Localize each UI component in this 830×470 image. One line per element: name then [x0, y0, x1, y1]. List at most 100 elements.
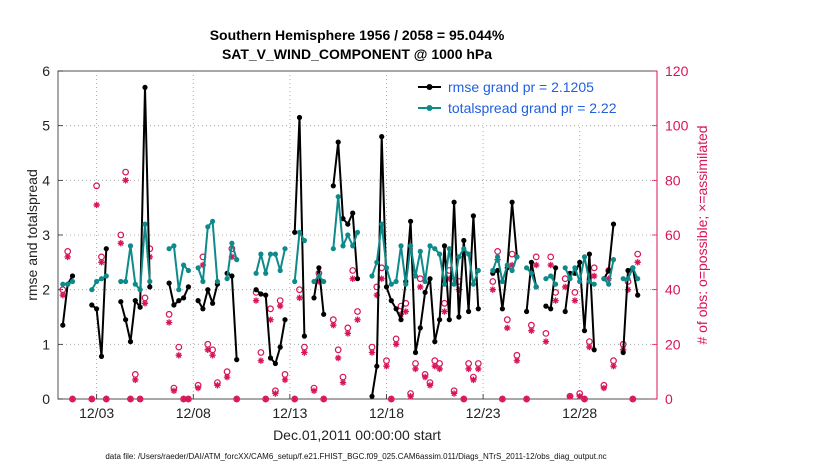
totalspread-point — [635, 276, 641, 282]
obs-assimilated-point — [392, 341, 400, 348]
obs-possible-point — [532, 253, 540, 261]
obs-assimilated-point — [470, 376, 477, 384]
totalspread-point — [103, 273, 109, 279]
rmse-point — [94, 306, 100, 312]
rmse-point — [456, 314, 462, 320]
legend-rmse-label: rmse grand pr = 2.1205 — [448, 79, 594, 95]
rmse-line — [332, 141, 359, 279]
rmse-point — [234, 357, 240, 363]
y-axis-label: rmse and totalspread — [24, 169, 40, 301]
rmse-point — [181, 295, 187, 301]
obs-assimilated-point — [586, 343, 593, 351]
rmse-point — [388, 298, 394, 304]
rmse-point — [127, 339, 134, 345]
rmse-point — [301, 333, 307, 339]
totalspread-point — [123, 278, 129, 285]
x-tick-label: 12/28 — [562, 405, 597, 421]
rmse-line — [622, 266, 639, 353]
rmse-point — [562, 308, 568, 315]
rmse-point — [195, 298, 201, 304]
totalspread-point — [509, 267, 515, 274]
totalspread-point — [514, 254, 520, 260]
rmse-point — [499, 306, 505, 312]
rmse-point — [417, 325, 423, 331]
rmse-point — [369, 393, 375, 399]
obs-assimilated-point — [489, 286, 496, 293]
obs-possible-point — [175, 343, 183, 351]
obs-assimilated-point — [513, 357, 521, 364]
rmse-point — [205, 287, 211, 293]
series-layer — [59, 84, 642, 403]
obs-assimilated-point — [296, 294, 303, 302]
obs-assimilated-point — [436, 365, 443, 373]
obs-assimilated-point — [117, 240, 124, 247]
totalspread-point — [427, 243, 433, 249]
totalspread-point — [267, 251, 274, 257]
obs-assimilated-point — [199, 261, 207, 269]
totalspread-point — [553, 281, 559, 287]
obs-assimilated-point — [127, 395, 134, 403]
y-right-tick-label: 40 — [665, 282, 681, 298]
totalspread-point — [263, 270, 269, 276]
obs-possible-point — [571, 289, 579, 296]
obs-assimilated-point — [383, 363, 390, 370]
obs-assimilated-point — [103, 395, 110, 403]
legend: rmse grand pr = 2.1205 totalspread grand… — [411, 74, 653, 124]
totalspread-point — [374, 259, 380, 265]
obs-assimilated-point — [441, 308, 448, 315]
obs-assimilated-point — [233, 395, 240, 403]
y-axis-label-right: # of obs: o=possible; ×=assimilated — [694, 125, 710, 344]
rmse-point — [340, 216, 346, 222]
rmse-point — [451, 199, 457, 205]
totalspread-point — [340, 243, 346, 249]
totalspread-point — [403, 281, 409, 287]
rmse-point — [466, 308, 472, 315]
obs-assimilated-point — [460, 395, 467, 403]
totalspread-point — [185, 267, 191, 274]
obs-assimilated-point — [465, 365, 472, 373]
totalspread-point — [321, 278, 327, 285]
totalspread-point — [388, 281, 394, 287]
grid — [58, 71, 657, 399]
rmse-point — [132, 298, 138, 304]
rmse-point — [335, 139, 341, 145]
legend-spread-label: totalspread grand pr = 2.22 — [448, 100, 617, 116]
totalspread-point — [393, 278, 399, 285]
totalspread-point — [301, 237, 307, 244]
rmse-point — [437, 317, 443, 323]
totalspread-point — [89, 287, 95, 293]
obs-possible-point — [334, 346, 342, 354]
obs-assimilated-point — [132, 376, 139, 384]
totalspread-point — [437, 251, 443, 257]
totalspread-point — [292, 278, 298, 285]
totalspread-point — [456, 254, 462, 260]
y-right-tick-label: 100 — [665, 118, 689, 134]
obs-assimilated-point — [267, 316, 274, 323]
obs-assimilated-point — [257, 357, 265, 364]
rmse-point — [408, 218, 414, 224]
totalspread-point — [451, 281, 457, 287]
rmse-point — [321, 311, 327, 317]
rmse-point — [475, 306, 481, 312]
rmse-point — [446, 317, 452, 323]
obs-assimilated-point — [533, 261, 540, 269]
rmse-point — [412, 349, 419, 356]
obs-assimilated-point — [339, 379, 347, 386]
obs-assimilated-point — [634, 259, 641, 266]
obs-assimilated-point — [122, 177, 129, 184]
obs-possible-point — [416, 275, 424, 283]
rmse-point — [253, 287, 259, 293]
rmse-point — [229, 273, 235, 279]
obs-assimilated-point — [547, 261, 554, 269]
obs-assimilated-point — [170, 387, 178, 394]
rmse-point — [354, 276, 361, 282]
obs-assimilated-point — [378, 275, 385, 282]
totalspread-point — [446, 246, 452, 252]
rmse-point — [267, 355, 274, 361]
totalspread-point — [528, 270, 535, 276]
obs-assimilated-point — [528, 327, 535, 334]
rmse-point — [272, 360, 278, 367]
totalspread-point — [345, 232, 351, 238]
obs-assimilated-point — [291, 395, 298, 403]
footer-data-file: data file: /Users/raeder/DAI/ATM_forcXX/… — [105, 452, 606, 461]
